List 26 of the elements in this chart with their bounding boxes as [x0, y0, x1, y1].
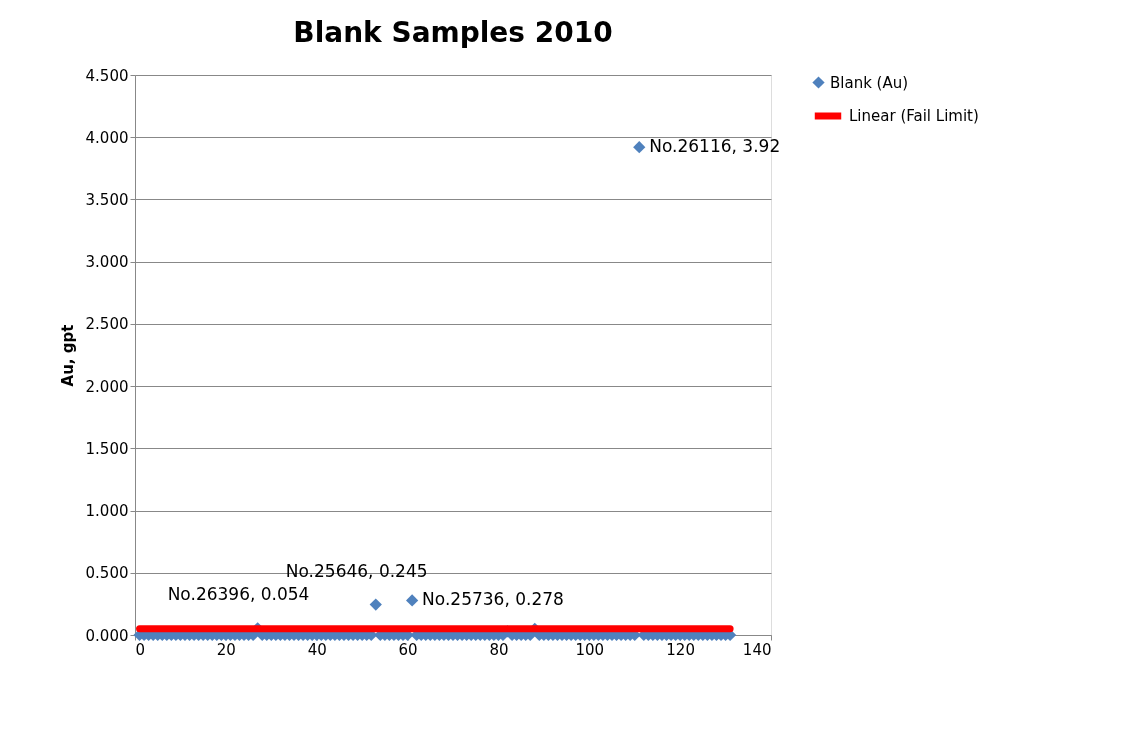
annotation: No.25736, 0.278 — [422, 589, 564, 610]
legend-label: Blank (Au) — [830, 73, 909, 92]
y-tick-label: 1.000 — [85, 502, 129, 521]
y-tick-label: 2.500 — [85, 315, 129, 334]
x-tick-label: 40 — [307, 640, 327, 659]
x-tick-label: 80 — [489, 640, 509, 659]
y-axis-title: Au, gpt — [58, 324, 77, 387]
y-tick-label: 4.500 — [85, 66, 129, 85]
x-tick-label: 140 — [742, 640, 772, 659]
annotation: No.26116, 3.92 — [649, 136, 781, 157]
annotation: No.25646, 0.245 — [285, 560, 428, 581]
y-tick-label: 3.000 — [85, 253, 129, 272]
y-tick-label: 1.500 — [85, 439, 129, 458]
x-tick-label: 60 — [398, 640, 418, 659]
y-tick-label: 0.000 — [85, 626, 129, 645]
y-tick-label: 3.500 — [85, 190, 129, 209]
x-tick-label: 20 — [216, 640, 236, 659]
x-tick-label: 100 — [575, 640, 605, 659]
y-tick-label: 4.000 — [85, 128, 129, 147]
annotation: No.26396, 0.054 — [167, 584, 310, 605]
legend-label: Linear (Fail Limit) — [849, 107, 979, 125]
y-tick-label: 2.000 — [85, 377, 129, 396]
chart-title: Blank Samples 2010 — [293, 16, 613, 49]
x-tick-label: 120 — [666, 640, 695, 659]
x-tick-label: 0 — [135, 640, 146, 659]
y-tick-label: 0.500 — [85, 564, 129, 583]
